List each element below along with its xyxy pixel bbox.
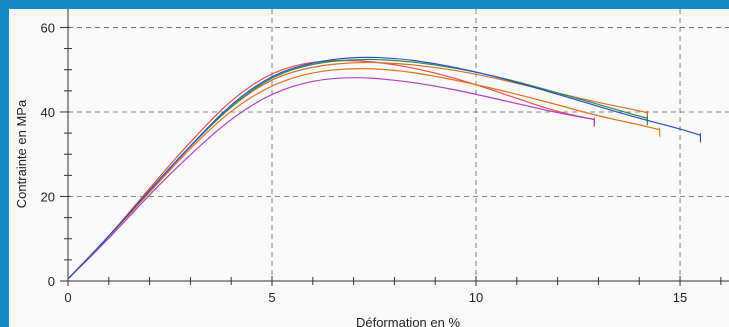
- x-axis-label: Déformation en %: [356, 315, 460, 327]
- y-tick-label: 20: [41, 189, 55, 204]
- axes: [60, 9, 729, 286]
- x-tick-label: 15: [673, 290, 687, 305]
- series-line-3: [67, 68, 660, 280]
- grid: [68, 9, 729, 281]
- series-group: [67, 56, 702, 280]
- series-line-5: [67, 58, 648, 280]
- series-line-6: [67, 56, 701, 280]
- x-tick-label: 5: [268, 290, 275, 305]
- y-tick-label: 60: [41, 20, 55, 35]
- chart-frame: 0 5 10 15 0 20 40 60 Déformation en % Contraint…: [9, 9, 729, 327]
- x-tick-label: 10: [469, 290, 483, 305]
- y-tick-label: 40: [41, 105, 55, 120]
- x-tick-label: 0: [64, 290, 71, 305]
- y-axis-label: Contrainte en MPa: [14, 99, 29, 208]
- stress-strain-chart: 0 5 10 15 0 20 40 60 Déformation en % Contraint…: [14, 9, 729, 327]
- y-tick-label: 0: [48, 274, 55, 289]
- tick-labels: 0 5 10 15 0 20 40 60: [41, 20, 688, 305]
- series-line-2: [67, 77, 595, 280]
- series-line-1: [67, 59, 595, 280]
